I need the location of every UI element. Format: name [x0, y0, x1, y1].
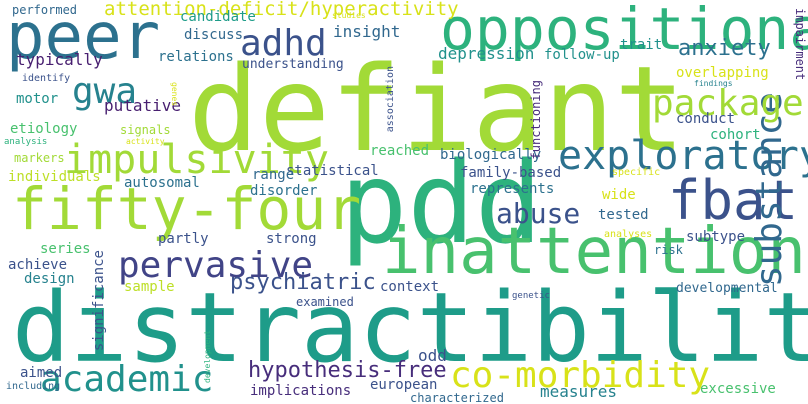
word-risk: risk: [654, 243, 683, 257]
word-implications: implications: [250, 383, 352, 399]
word-cohort: cohort: [710, 127, 761, 143]
word-reached: reached: [370, 143, 430, 159]
word-discuss: discuss: [184, 27, 244, 43]
word-impairment: impairment: [793, 8, 807, 81]
word-psychiatric: psychiatric: [230, 270, 376, 295]
word-package: package: [652, 83, 804, 124]
word-hypothesis-free: hypothesis-free: [248, 358, 447, 383]
word-gwa: gwa: [72, 71, 138, 112]
word-academic: academic: [40, 359, 214, 400]
word-understanding: understanding: [242, 57, 344, 72]
word-analyses: analyses: [604, 229, 653, 240]
word-represents: represents: [470, 181, 555, 197]
word-family-based: family-based: [460, 165, 562, 181]
word-design: design: [24, 271, 75, 287]
word-etiology: etiology: [10, 121, 78, 137]
word-relations: relations: [158, 49, 234, 65]
word-sample: sample: [124, 279, 175, 295]
word-pdd: pdd: [340, 139, 543, 269]
word-depression: depression: [438, 44, 535, 63]
word-context: context: [380, 279, 440, 295]
word-pervasive: pervasive: [118, 245, 314, 286]
word-achieve: achieve: [8, 257, 68, 273]
word-odd: odd: [418, 346, 447, 365]
word-wide: wide: [602, 187, 636, 203]
word-specific: specific: [612, 167, 661, 178]
word-findings: findings: [694, 79, 733, 88]
word-performed: performed: [12, 3, 78, 17]
word-development: development: [203, 330, 212, 383]
word-co-morbidity: co-morbidity: [450, 355, 711, 396]
word-oppositional: oppositional: [440, 0, 808, 63]
word-genes: genes: [170, 82, 179, 107]
word-measures: measures: [540, 382, 618, 401]
word-defiant: defiant: [188, 40, 686, 178]
word-attention-deficit: attention-deficit/hyperactivity: [104, 0, 459, 20]
word-examined: examined: [296, 295, 354, 309]
word-activity: activity: [126, 137, 165, 146]
word-association: association: [385, 66, 396, 133]
word-studies: studies: [332, 11, 366, 20]
word-subtype: subtype: [686, 229, 746, 245]
word-candidate: candidate: [180, 9, 256, 25]
word-signals: signals: [120, 123, 171, 137]
word-strong: strong: [266, 231, 317, 247]
word-anxiety: anxiety: [678, 36, 771, 61]
word-trait: trait: [620, 37, 663, 53]
word-series: series: [40, 241, 91, 257]
word-genetic: genetic: [512, 291, 550, 301]
word-overlapping: overlapping: [676, 65, 769, 81]
word-disorder: disorder: [250, 183, 318, 199]
word-european: european: [370, 377, 438, 393]
word-identify: identify: [22, 73, 71, 84]
word-range: range: [252, 167, 295, 183]
word-biologically: biologically: [440, 147, 542, 163]
word-characterized: characterized: [410, 391, 504, 404]
word-insight: insight: [333, 22, 401, 41]
word-typically: typically: [16, 50, 103, 69]
word-aimed: aimed: [20, 365, 63, 381]
word-markers: markers: [14, 151, 65, 165]
word-motor: motor: [16, 91, 59, 107]
word-excessive: excessive: [700, 381, 776, 397]
word-analysis: analysis: [4, 137, 48, 147]
word-impulsivity: impulsivity: [64, 137, 329, 183]
word-autosomal: autosomal: [124, 175, 200, 191]
word-follow-up: follow-up: [544, 47, 620, 63]
word-fbat: fbat: [668, 169, 799, 232]
word-conduct: conduct: [676, 111, 736, 127]
word-functioning: functioning: [529, 80, 543, 160]
word-inattention: inattention: [382, 215, 806, 289]
word-exploratory: exploratory: [558, 133, 808, 179]
word-partly: partly: [158, 231, 209, 247]
word-including: including: [6, 381, 61, 392]
word-tested: tested: [598, 207, 649, 223]
word-peer: peer: [6, 0, 161, 74]
word-putative: putative: [104, 96, 182, 115]
word-adhd: adhd: [240, 23, 327, 64]
word-significance: significance: [91, 250, 107, 352]
word-statistical: statistical: [286, 163, 379, 179]
word-developmental: developmental: [676, 281, 778, 296]
word-distractibility: distractibility: [12, 272, 808, 384]
word-individuals: individuals: [8, 169, 101, 185]
word-abuse: abuse: [496, 197, 581, 230]
word-fifty-four: fifty-four: [12, 175, 362, 243]
